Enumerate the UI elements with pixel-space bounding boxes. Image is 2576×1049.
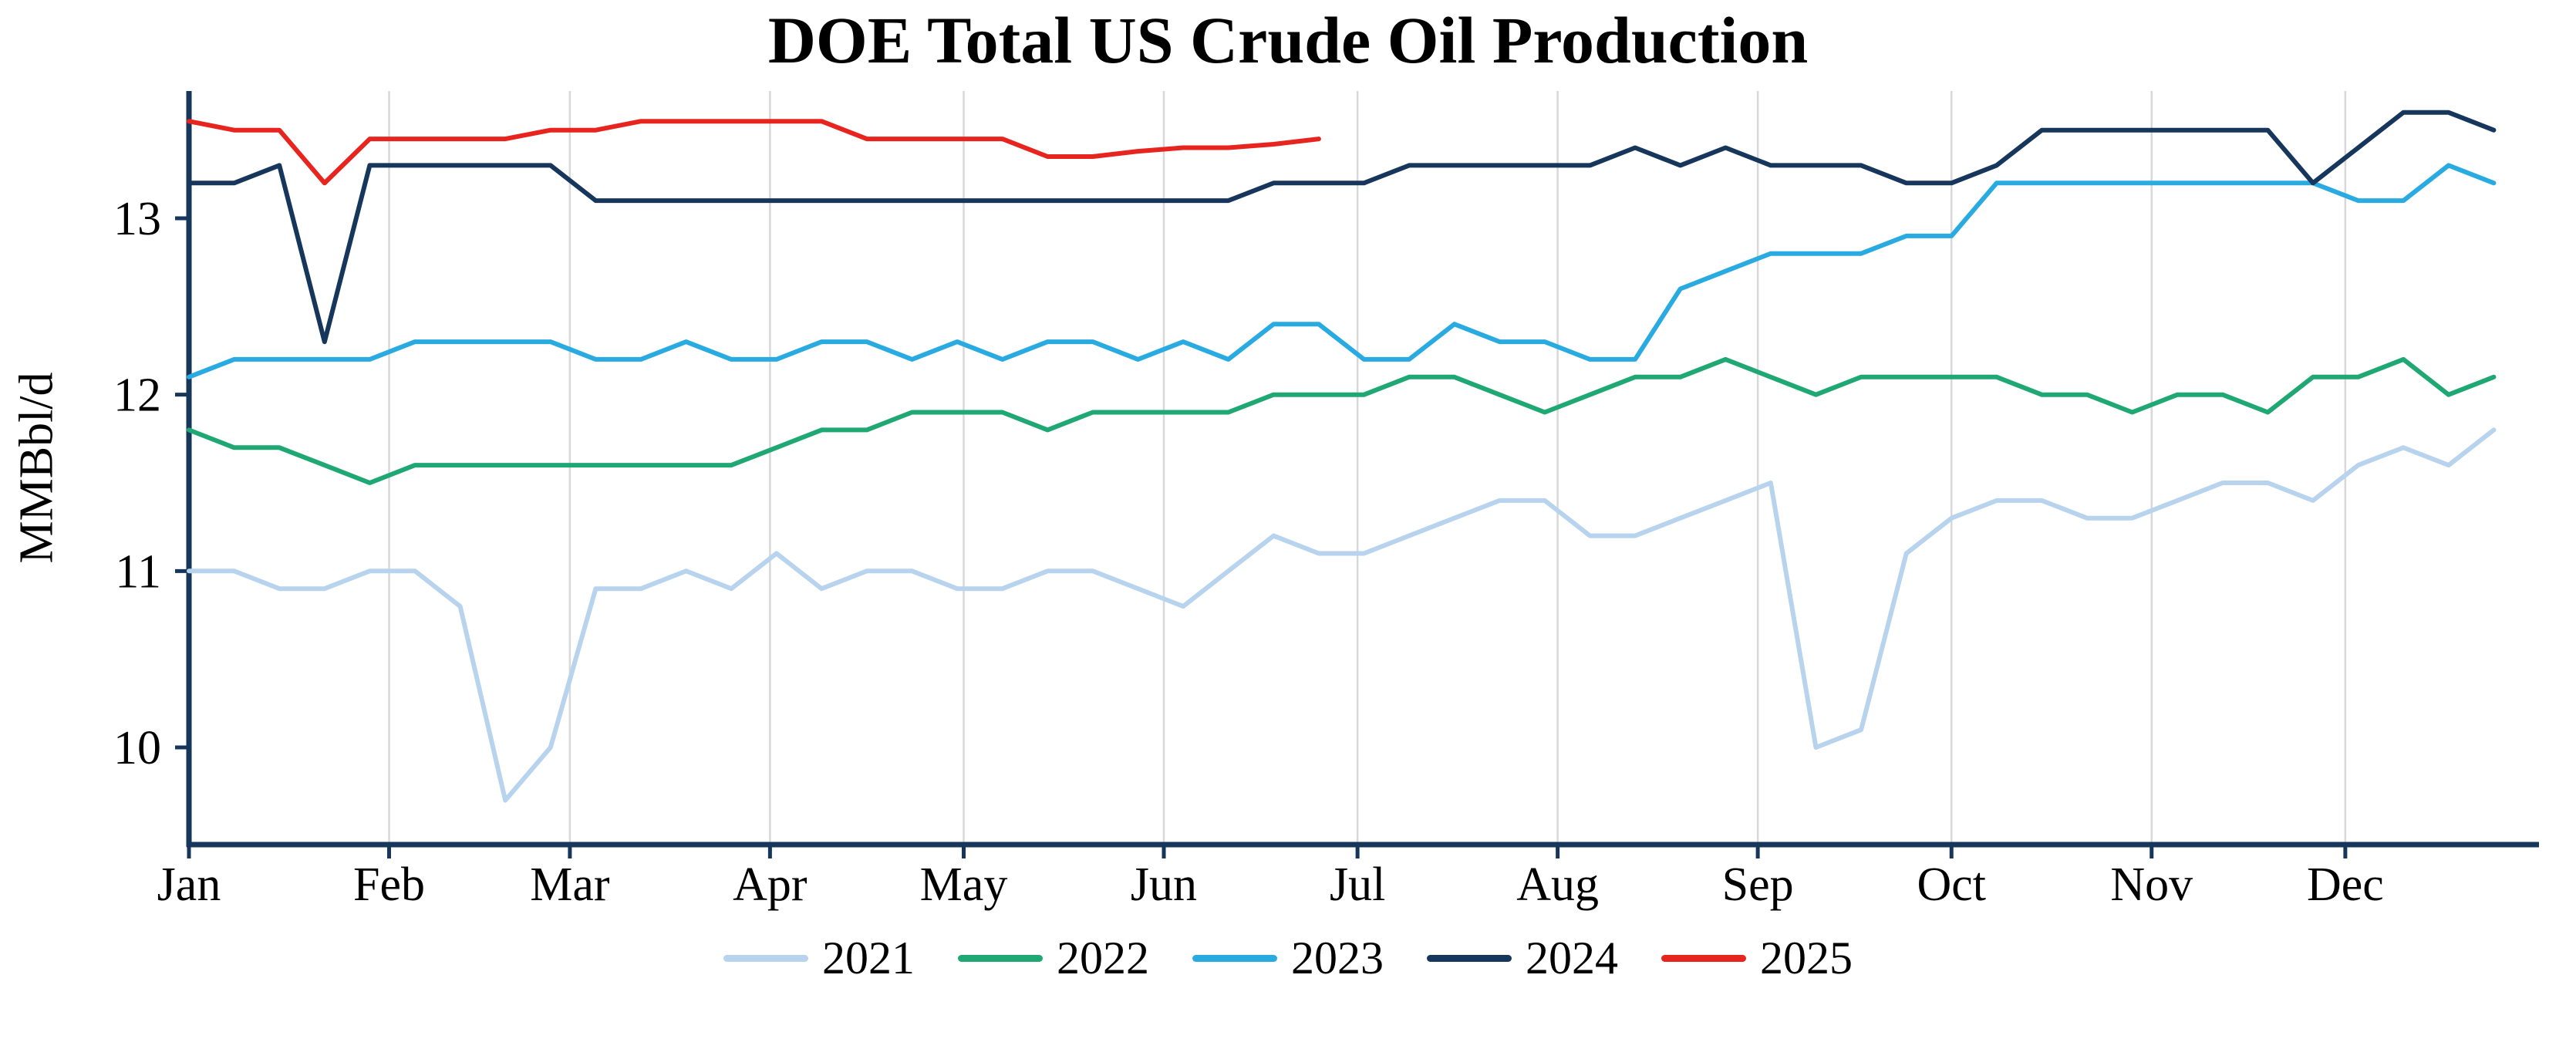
- legend-item-2021: 2021: [723, 932, 915, 985]
- chart-title: DOE Total US Crude Oil Production: [767, 3, 1809, 77]
- y-tick-label: 11: [115, 545, 161, 598]
- legend-swatch-2023: [1192, 955, 1277, 962]
- legend-item-2023: 2023: [1192, 932, 1384, 985]
- x-tick-label: Oct: [1917, 858, 1986, 911]
- legend-item-2022: 2022: [958, 932, 1149, 985]
- series-line-2025: [187, 119, 1321, 186]
- x-tick-label: Nov: [2110, 858, 2193, 911]
- legend: 2021 2022 2023 2024 2025: [0, 932, 2576, 985]
- series-line-2022: [187, 356, 2497, 485]
- y-tick-label: 13: [113, 193, 161, 245]
- x-tick-label: Jun: [1131, 858, 1197, 911]
- x-tick-label: Jul: [1330, 858, 1385, 911]
- legend-label: 2021: [822, 933, 915, 983]
- series-line-2023: [187, 163, 2497, 379]
- x-tick-label: Jan: [157, 858, 221, 911]
- legend-swatch-2024: [1427, 955, 1512, 962]
- x-tick-label: Apr: [733, 858, 808, 911]
- legend-label: 2024: [1526, 933, 1618, 983]
- legend-item-2025: 2025: [1661, 932, 1853, 985]
- legend-label: 2022: [1057, 933, 1149, 983]
- legend-label: 2023: [1291, 933, 1384, 983]
- series-line-2021: [187, 427, 2497, 803]
- y-tick-label: 12: [113, 369, 161, 422]
- y-tick-label: 10: [113, 722, 161, 774]
- x-tick-label: Dec: [2307, 858, 2384, 911]
- x-tick-label: Feb: [353, 858, 425, 911]
- x-tick-label: May: [920, 858, 1008, 911]
- legend-label: 2025: [1760, 933, 1853, 983]
- x-tick-label: Aug: [1516, 858, 1599, 911]
- legend-swatch-2022: [958, 955, 1043, 962]
- legend-item-2024: 2024: [1427, 932, 1618, 985]
- series-line-2024: [187, 110, 2497, 345]
- legend-swatch-2021: [723, 955, 808, 962]
- x-tick-label: Mar: [530, 858, 610, 911]
- x-tick-label: Sep: [1722, 858, 1794, 911]
- legend-swatch-2025: [1661, 955, 1746, 962]
